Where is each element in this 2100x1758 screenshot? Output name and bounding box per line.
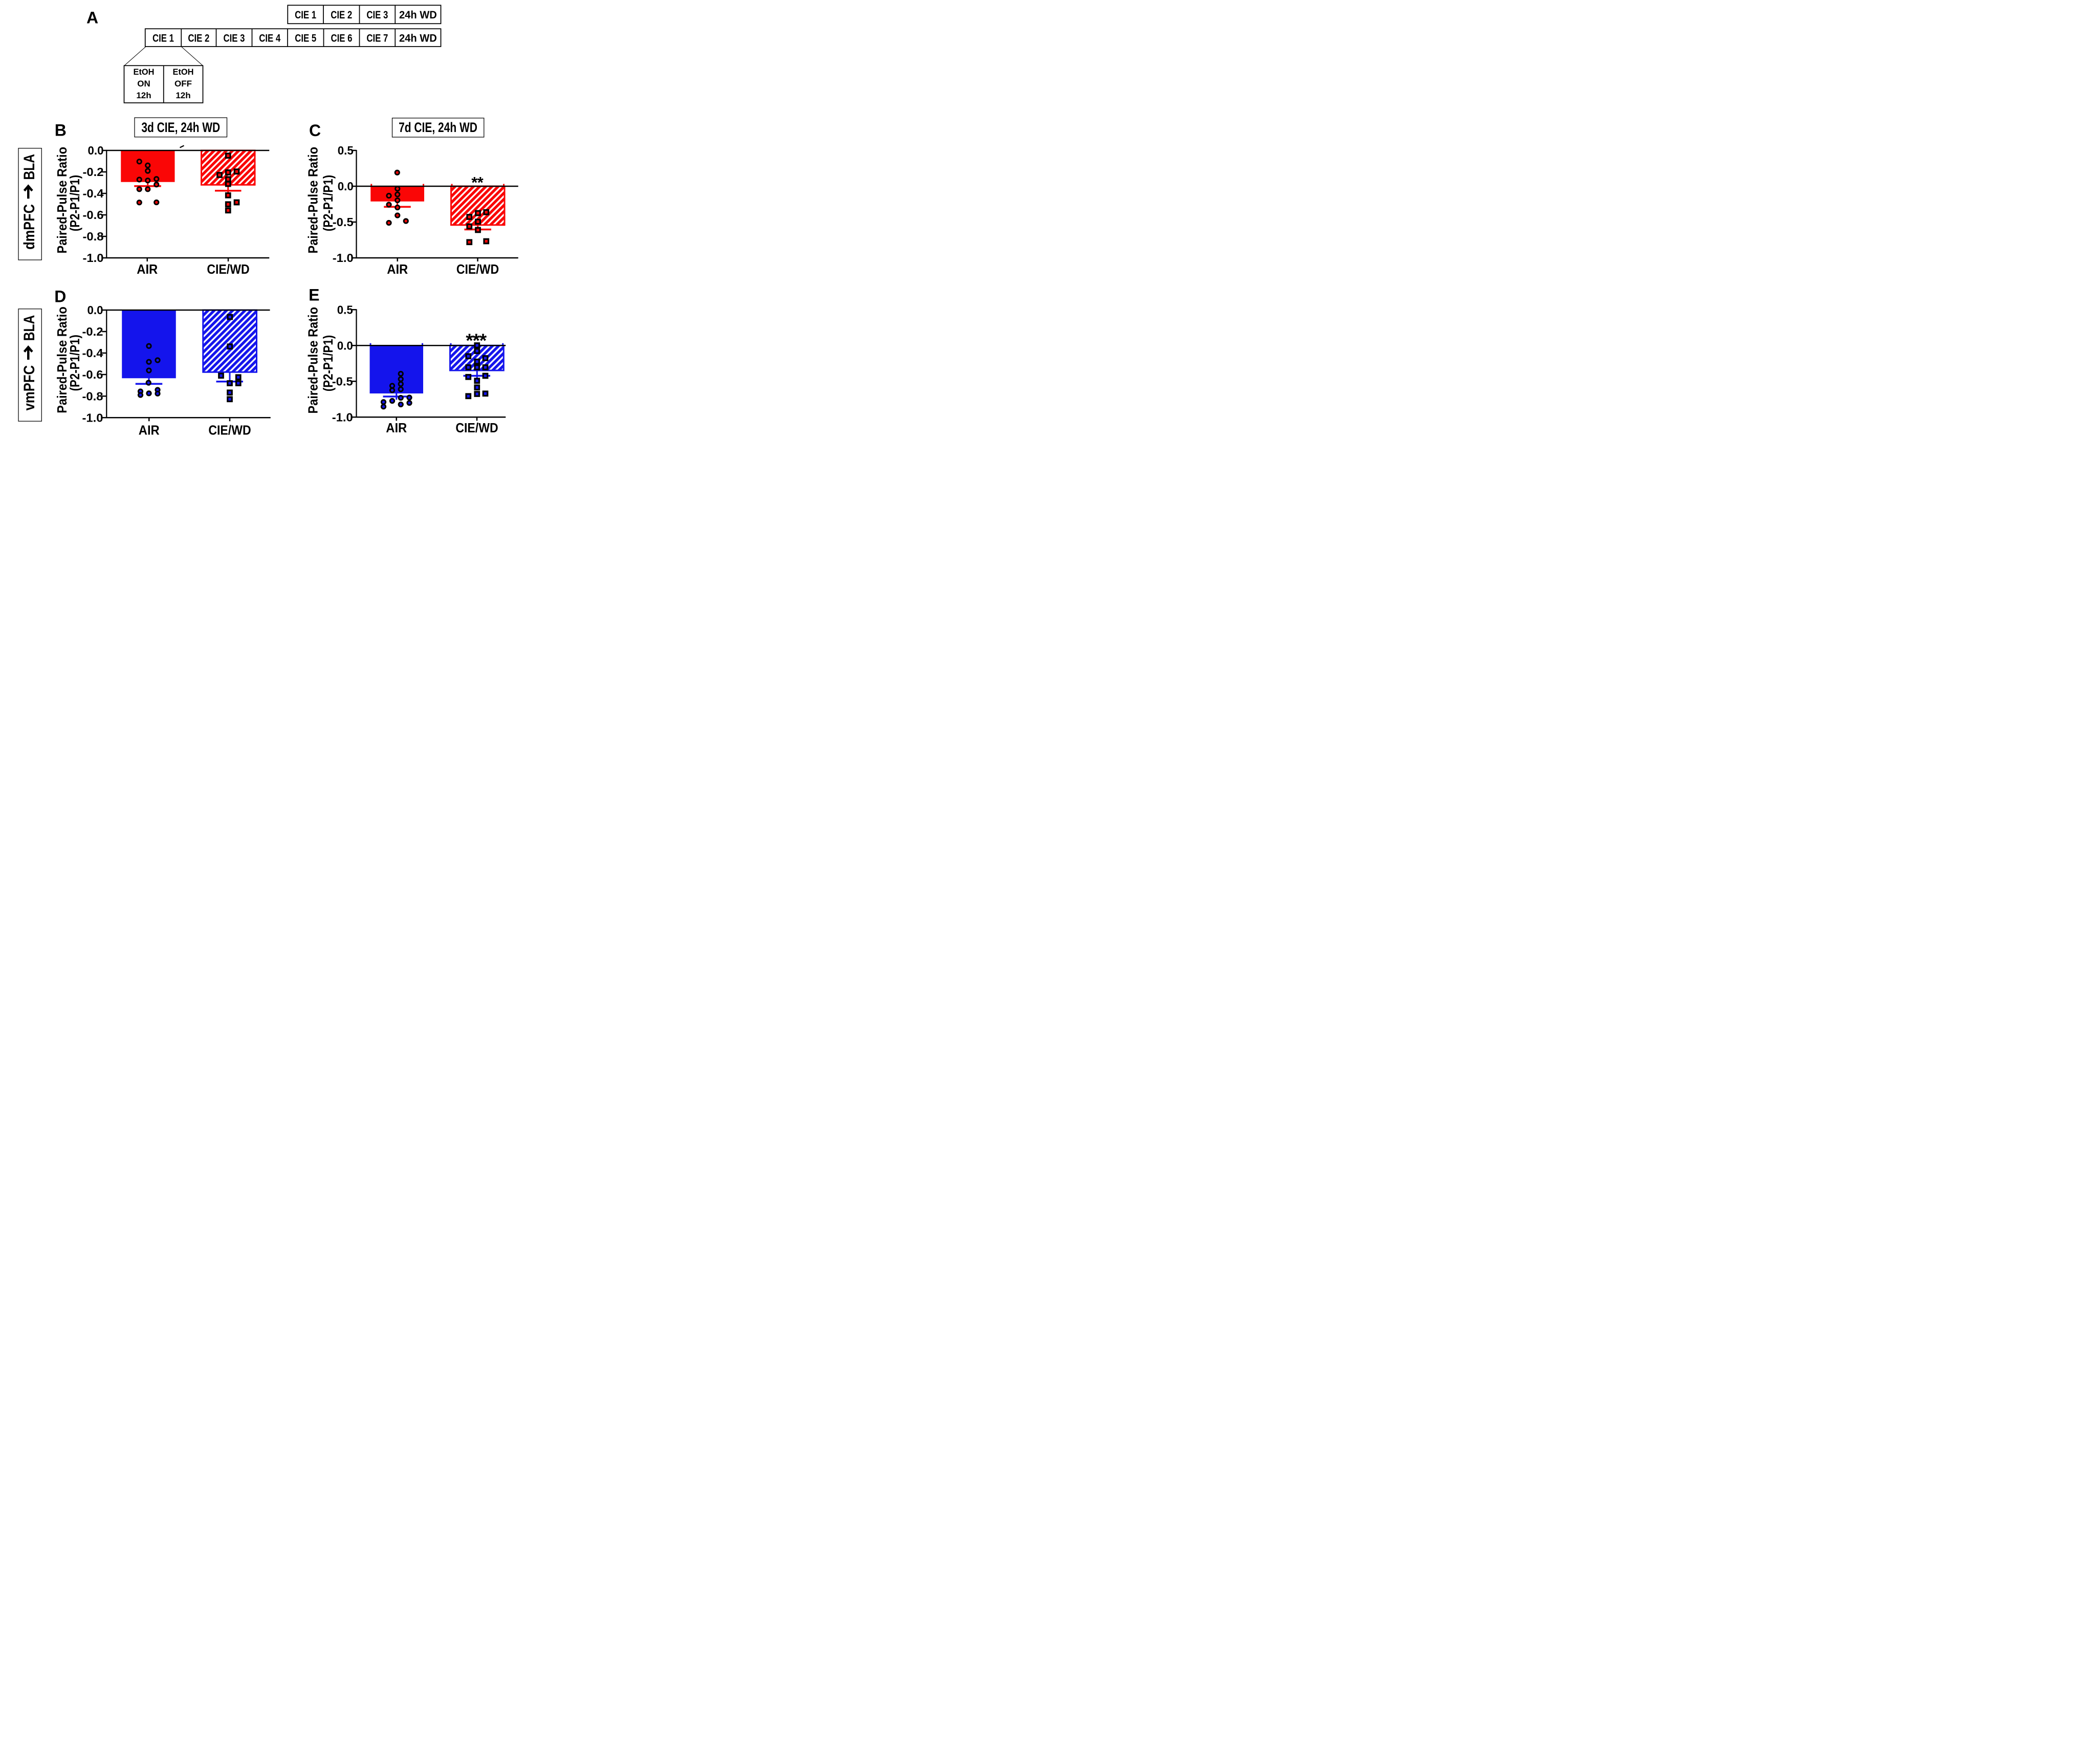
svg-text:D: D xyxy=(54,287,66,305)
svg-text:-0.6: -0.6 xyxy=(82,368,103,381)
svg-text:-0.8: -0.8 xyxy=(83,230,104,243)
svg-text:CIE/WD: CIE/WD xyxy=(208,423,251,437)
svg-text:-1.0: -1.0 xyxy=(332,410,353,424)
svg-text:-1.0: -1.0 xyxy=(333,251,354,265)
svg-text:vmPFC: vmPFC xyxy=(21,365,38,411)
svg-text:AIR: AIR xyxy=(139,423,160,437)
svg-text:-0.8: -0.8 xyxy=(82,389,103,403)
svg-text:B: B xyxy=(55,121,67,139)
svg-text:*: * xyxy=(477,173,484,191)
svg-text:CIE 4: CIE 4 xyxy=(259,33,280,45)
svg-text:BLA: BLA xyxy=(21,315,38,341)
svg-text:0.0: 0.0 xyxy=(88,303,103,317)
svg-text:12h: 12h xyxy=(136,91,151,100)
svg-text:0.0: 0.0 xyxy=(338,180,354,193)
svg-text:C: C xyxy=(309,121,321,140)
svg-text:0.5: 0.5 xyxy=(338,144,354,157)
svg-text:(P2-P1/P1): (P2-P1/P1) xyxy=(320,175,336,231)
svg-text:-0.6: -0.6 xyxy=(83,208,104,222)
svg-text:*: * xyxy=(471,173,477,191)
svg-text:CIE 2: CIE 2 xyxy=(331,9,352,21)
svg-text:AIR: AIR xyxy=(137,262,158,277)
svg-text:Paired-Pulse Ratio: Paired-Pulse Ratio xyxy=(54,306,70,413)
svg-text:dmPFC: dmPFC xyxy=(21,204,38,250)
svg-text:*: * xyxy=(466,330,473,351)
svg-text:EtOH: EtOH xyxy=(173,67,194,77)
svg-text:A: A xyxy=(86,8,98,27)
svg-text:BLA: BLA xyxy=(21,154,38,180)
svg-text:CIE 5: CIE 5 xyxy=(295,33,316,45)
svg-text:3d CIE, 24h WD: 3d CIE, 24h WD xyxy=(141,120,220,135)
svg-text:CIE 7: CIE 7 xyxy=(366,33,388,45)
svg-text:-0.5: -0.5 xyxy=(332,375,353,388)
svg-text:CIE 6: CIE 6 xyxy=(331,33,353,45)
svg-text:0.0: 0.0 xyxy=(337,339,353,352)
svg-text:*: * xyxy=(473,330,480,351)
svg-text:CIE 1: CIE 1 xyxy=(152,33,174,45)
svg-text:CIE/WD: CIE/WD xyxy=(455,421,498,435)
svg-text:CIE/WD: CIE/WD xyxy=(207,262,249,277)
svg-text:(P2-P1/P1): (P2-P1/P1) xyxy=(67,175,82,231)
svg-text:*: * xyxy=(479,330,487,351)
svg-text:ON: ON xyxy=(137,79,150,89)
svg-text:24h WD: 24h WD xyxy=(399,33,437,45)
svg-text:0.5: 0.5 xyxy=(337,303,353,316)
svg-text:Paired-Pulse Ratio: Paired-Pulse Ratio xyxy=(54,147,70,254)
svg-text:-1.0: -1.0 xyxy=(83,251,104,265)
svg-text:(P2-P1/P1): (P2-P1/P1) xyxy=(67,335,82,391)
svg-text:CIE 3: CIE 3 xyxy=(224,33,245,45)
svg-text:CIE/WD: CIE/WD xyxy=(456,262,499,277)
svg-text:CIE 3: CIE 3 xyxy=(366,9,388,21)
svg-text:Paired-Pulse Ratio: Paired-Pulse Ratio xyxy=(305,307,320,414)
svg-text:CIE 1: CIE 1 xyxy=(295,9,316,21)
svg-text:OFF: OFF xyxy=(174,79,192,89)
svg-text:-1.0: -1.0 xyxy=(82,411,103,424)
svg-text:12h: 12h xyxy=(176,91,190,100)
svg-text:0.0: 0.0 xyxy=(88,144,104,157)
svg-text:7d CIE, 24h WD: 7d CIE, 24h WD xyxy=(399,120,477,135)
svg-text:EtOH: EtOH xyxy=(134,67,155,77)
svg-text:-0.2: -0.2 xyxy=(83,165,104,179)
svg-text:-0.2: -0.2 xyxy=(82,325,103,338)
svg-text:-0.4: -0.4 xyxy=(83,187,104,200)
svg-text:AIR: AIR xyxy=(386,421,407,435)
svg-text:AIR: AIR xyxy=(387,262,408,277)
svg-text:CIE 2: CIE 2 xyxy=(188,33,209,45)
svg-text:(P2-P1/P1): (P2-P1/P1) xyxy=(320,335,336,391)
svg-text:Paired-Pulse Ratio: Paired-Pulse Ratio xyxy=(305,147,320,254)
svg-text:-0.5: -0.5 xyxy=(333,215,354,229)
svg-text:24h WD: 24h WD xyxy=(399,9,437,21)
svg-text:E: E xyxy=(309,285,319,304)
svg-text:-0.4: -0.4 xyxy=(82,346,103,360)
